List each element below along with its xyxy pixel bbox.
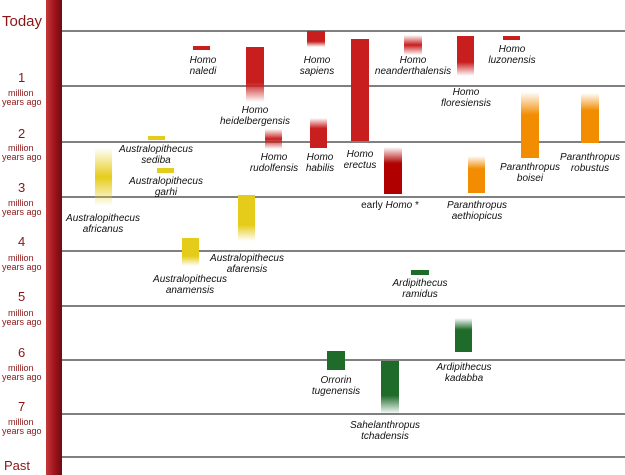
australopithecus-garhi-range-bar [157, 168, 174, 173]
homo-floresiensis-label: Homo floresiensis [441, 87, 491, 109]
axis-top-label: Today [2, 13, 43, 30]
sahelanthropus-tchadensis-range-bar [381, 361, 399, 414]
axis-unit-label: years ago [2, 317, 42, 327]
axis-unit-label: years ago [2, 207, 42, 217]
homo-neanderthalensis-label: Homo neanderthalensis [375, 55, 451, 77]
ardipithecus-ramidus-range-bar [411, 270, 429, 275]
paranthropus-robustus-range-bar [581, 93, 599, 143]
axis-unit-label: million [8, 198, 34, 208]
axis-tick-3: 3 [18, 180, 25, 195]
axis-unit-label: years ago [2, 152, 42, 162]
homo-luzonensis-range-bar [503, 36, 520, 40]
paranthropus-aethiopicus-range-bar [468, 156, 485, 193]
homo-erectus-range-bar [351, 39, 369, 141]
australopithecus-africanus-label: Australopithecus africanus [65, 213, 140, 235]
australopithecus-garhi-label: Australopithecus garhi [128, 176, 203, 198]
homo-heidelbergensis-range-bar [246, 47, 264, 102]
ardipithecus-ramidus-label: Ardipithecus ramidus [391, 278, 447, 300]
homo-neanderthalensis-range-bar [404, 35, 422, 55]
homo-floresiensis-range-bar [457, 36, 474, 76]
homo-sapiens-label: Homo sapiens [300, 55, 334, 77]
axis-unit-label: years ago [2, 262, 42, 272]
axis-tick-4: 4 [18, 234, 25, 249]
australopithecus-afarensis-label: Australopithecus afarensis [209, 253, 284, 275]
orrorin-tugenensis-range-bar [327, 351, 345, 370]
homo-naledi-label: Homo naledi [190, 55, 217, 77]
axis-unit-label: million [8, 253, 34, 263]
orrorin-tugenensis-label: Orrorin tugenensis [312, 375, 360, 397]
axis-unit-label: million [8, 363, 34, 373]
paranthropus-aethiopicus-label: Paranthropus aethiopicus [447, 200, 507, 222]
axis-bottom-label: Past [4, 458, 30, 473]
early-homo-range-bar [384, 147, 402, 194]
homo-naledi-range-bar [193, 46, 210, 50]
axis-unit-label: million [8, 417, 34, 427]
early-homo-label: early Homo * [361, 200, 419, 211]
homo-erectus-label: Homo erectus [344, 149, 377, 171]
homo-heidelbergensis-label: Homo heidelbergensis [220, 105, 290, 127]
homo-rudolfensis-range-bar [265, 129, 282, 149]
axis-unit-label: million [8, 143, 34, 153]
axis-tick-1: 1 [18, 70, 25, 85]
paranthropus-boisei-range-bar [521, 92, 539, 158]
axis-unit-label: years ago [2, 97, 42, 107]
homo-sapiens-range-bar [307, 31, 325, 47]
homo-habilis-range-bar [310, 118, 327, 148]
axis-tick-7: 7 [18, 399, 25, 414]
australopithecus-anamensis-range-bar [182, 238, 199, 266]
homo-habilis-label: Homo habilis [306, 152, 334, 174]
homo-luzonensis-label: Homo luzonensis [488, 44, 535, 66]
axis-tick-2: 2 [18, 126, 25, 141]
homo-rudolfensis-label: Homo rudolfensis [250, 152, 298, 174]
axis-tick-5: 5 [18, 289, 25, 304]
paranthropus-boisei-label: Paranthropus boisei [500, 162, 560, 184]
axis-tick-6: 6 [18, 345, 25, 360]
paranthropus-robustus-label: Paranthropus robustus [560, 152, 620, 174]
ardipithecus-kadabba-label: Ardipithecus kadabba [435, 362, 491, 384]
axis-unit-label: years ago [2, 426, 42, 436]
australopithecus-africanus-range-bar [95, 148, 112, 206]
ardipithecus-kadabba-range-bar [455, 318, 472, 352]
axis-unit-label: years ago [2, 372, 42, 382]
axis-unit-label: million [8, 308, 34, 318]
axis-unit-label: million [8, 88, 34, 98]
time-axis-bar [46, 0, 62, 475]
australopithecus-sediba-range-bar [148, 136, 165, 140]
australopithecus-sediba-label: Australopithecus sediba [118, 144, 193, 166]
sahelanthropus-tchadensis-label: Sahelanthropus tchadensis [350, 420, 420, 442]
australopithecus-anamensis-label: Australopithecus anamensis [152, 274, 227, 296]
australopithecus-afarensis-range-bar [238, 195, 255, 241]
